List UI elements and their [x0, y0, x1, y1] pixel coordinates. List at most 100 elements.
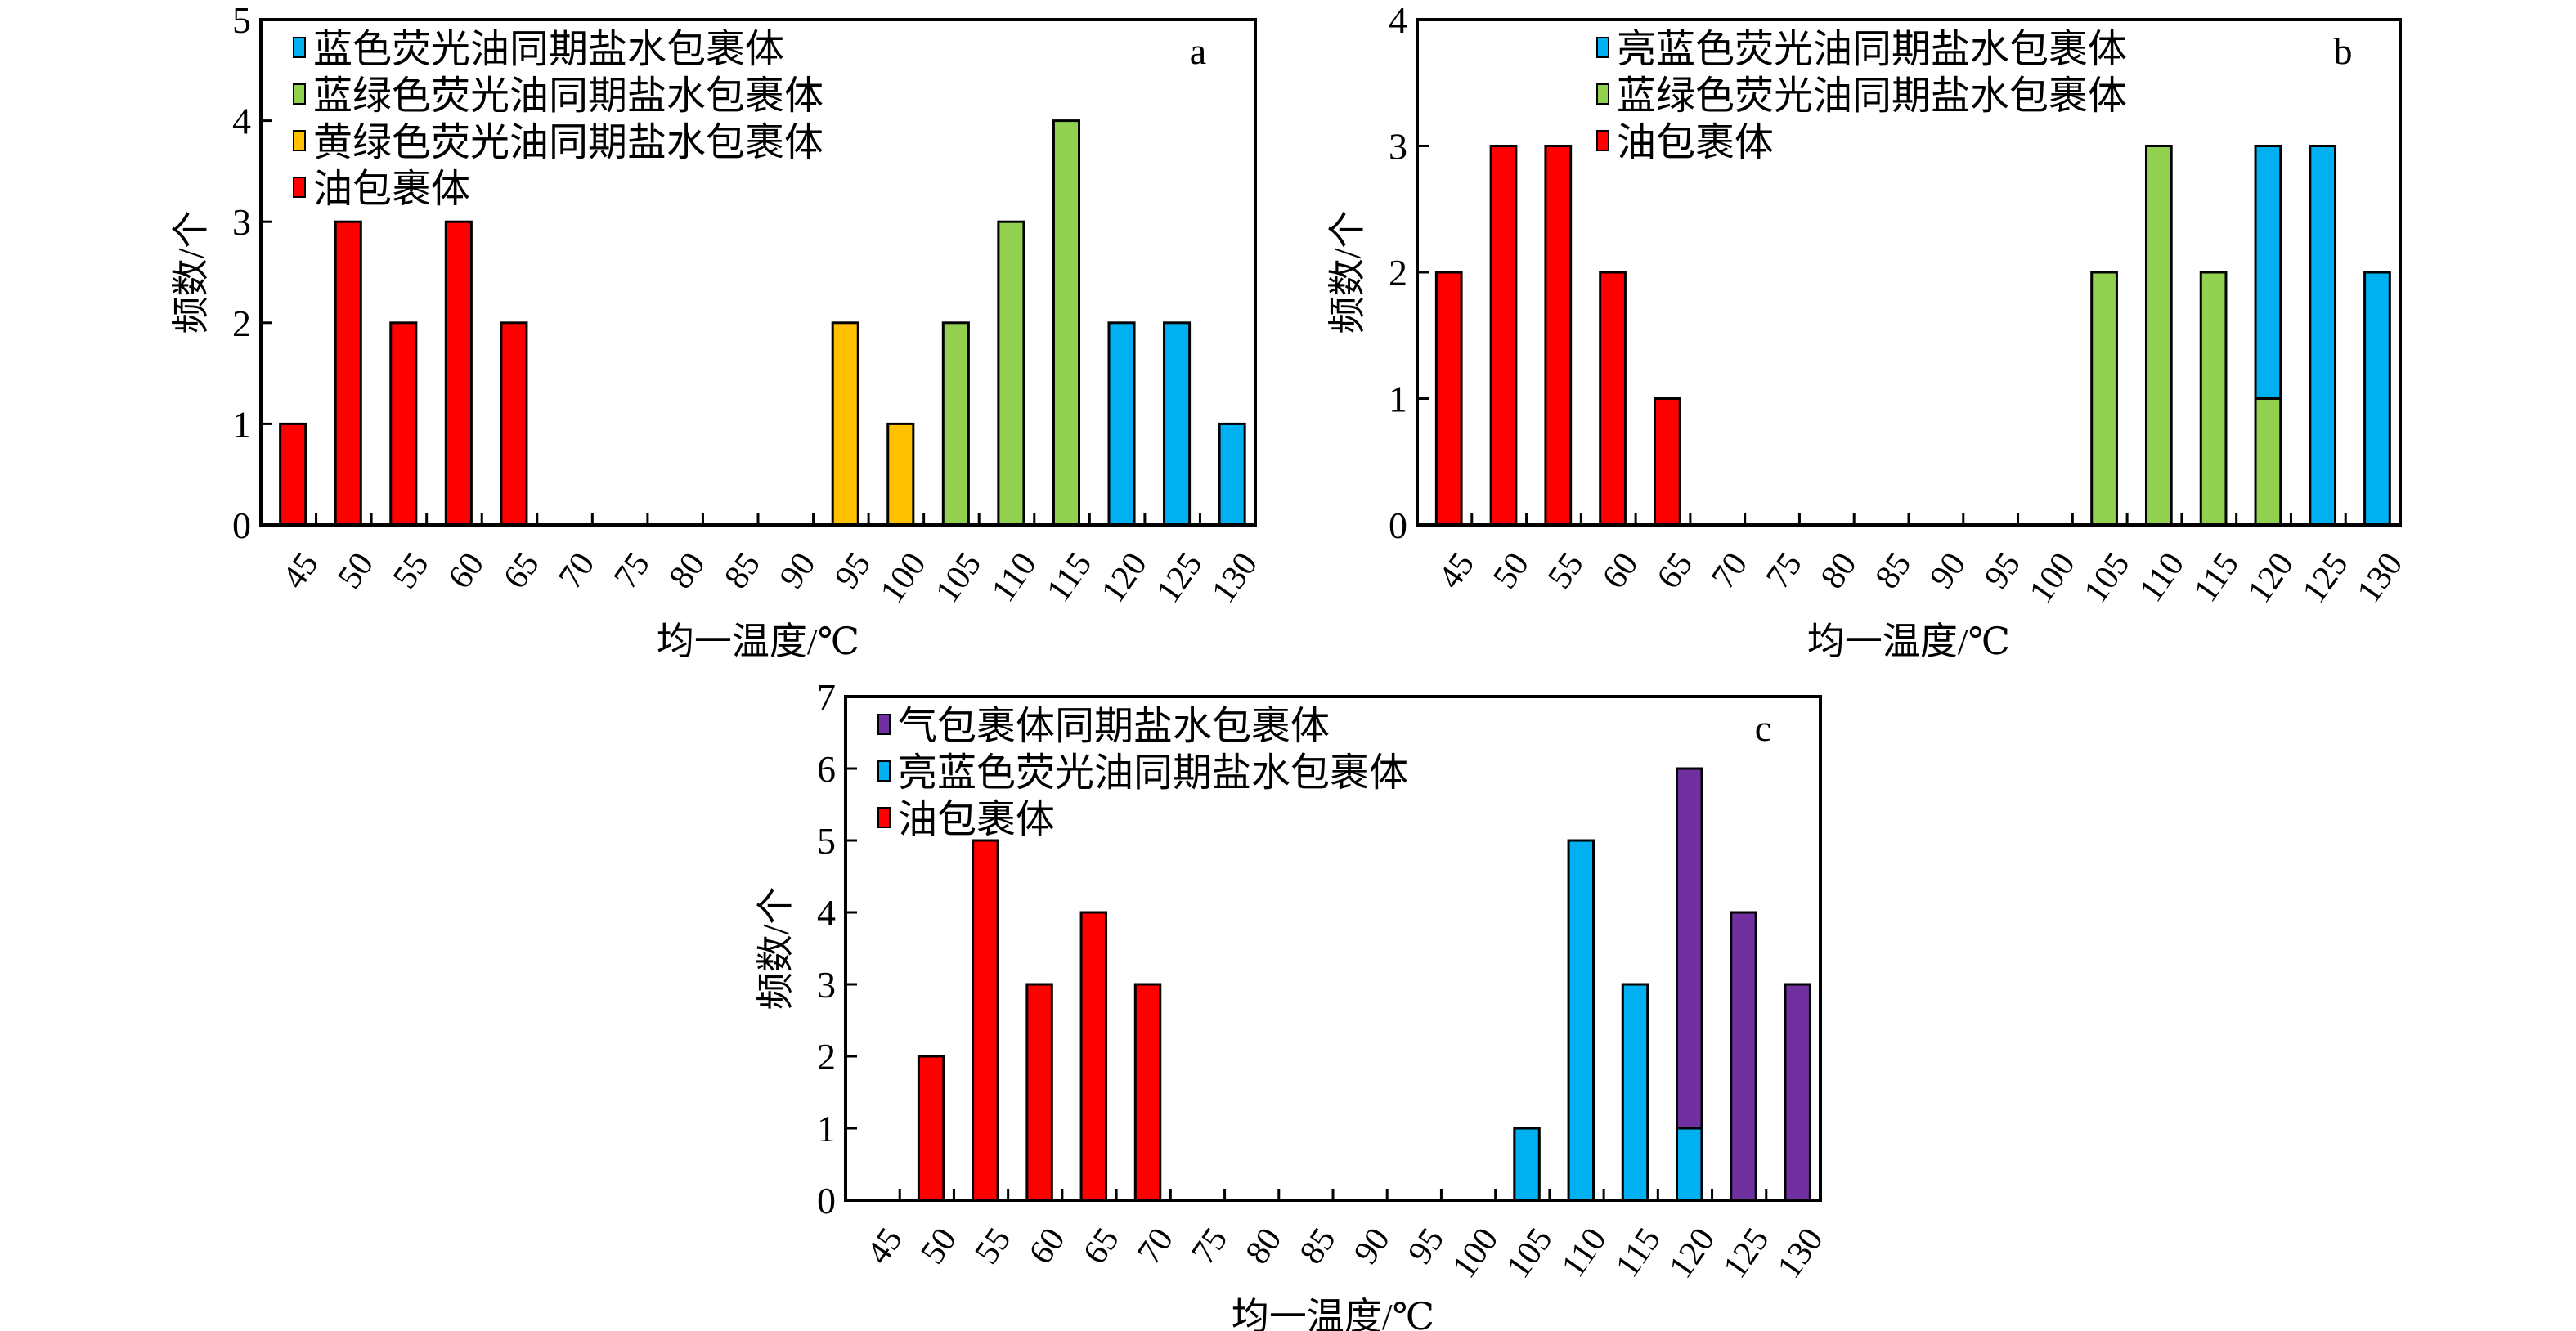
bar-a-65-3: [500, 321, 528, 527]
x-tick-label: 85: [717, 546, 768, 596]
bar-b-55-2: [1544, 145, 1573, 527]
x-tick-label: 125: [2296, 546, 2356, 610]
legend-label: 蓝色荧光油同期盐水包裹体: [313, 28, 784, 71]
x-tick-label: 75: [1184, 1221, 1235, 1271]
y-axis-label: 频数/个: [1326, 211, 1368, 334]
x-tick-label: 80: [662, 546, 713, 596]
bar-b-120-1: [2254, 397, 2282, 527]
y-tick-label: 2: [817, 1036, 836, 1078]
y-tick-label: 0: [232, 504, 251, 546]
bar-b-105-1: [2090, 271, 2118, 527]
x-axis-label: 均一温度/℃: [657, 621, 859, 662]
panel-letter: b: [2334, 30, 2353, 72]
bar-c-60-2: [1025, 983, 1053, 1202]
x-tick-label: 85: [1293, 1221, 1344, 1271]
y-tick-label: 3: [232, 201, 251, 243]
x-tick-label: 105: [1500, 1221, 1560, 1285]
x-tick-label: 120: [1662, 1221, 1722, 1285]
y-tick-label: 3: [817, 964, 836, 1006]
x-tick-label: 95: [1401, 1221, 1452, 1271]
y-tick-label: 0: [1389, 504, 1407, 546]
x-tick-label: 125: [1150, 546, 1210, 610]
x-tick-label: 90: [1923, 546, 1973, 596]
y-tick-label: 0: [817, 1180, 836, 1221]
bar-c-110-1: [1567, 839, 1595, 1202]
bar-a-115-1: [1052, 119, 1080, 527]
x-tick-label: 50: [330, 546, 381, 596]
y-tick-label: 4: [232, 101, 251, 142]
x-tick-label: 90: [773, 546, 824, 596]
x-tick-label: 115: [1609, 1221, 1668, 1284]
legend-swatch: [1596, 130, 1609, 151]
x-tick-label: 45: [1431, 546, 1482, 596]
x-axis-label: 均一温度/℃: [1232, 1296, 1434, 1331]
bar-c-120-0: [1676, 767, 1703, 1130]
bar-a-120-0: [1107, 321, 1136, 527]
x-tick-label: 70: [1704, 546, 1755, 596]
bar-c-50-2: [917, 1055, 945, 1202]
legend-label: 气包裹体同期盐水包裹体: [898, 705, 1330, 748]
x-tick-label: 100: [2022, 546, 2083, 610]
x-tick-label: 90: [1347, 1221, 1398, 1271]
x-tick-label: 95: [828, 546, 878, 596]
y-tick-label: 3: [1389, 126, 1407, 168]
bar-b-125-0: [2309, 145, 2337, 527]
panel-letter: c: [1755, 707, 1771, 749]
bar-c-115-1: [1621, 983, 1649, 1202]
y-tick-label: 7: [817, 676, 836, 718]
x-tick-label: 130: [1770, 1221, 1831, 1285]
x-tick-label: 45: [276, 546, 326, 596]
bar-c-125-0: [1730, 911, 1757, 1202]
bar-a-60-3: [444, 220, 473, 527]
bar-a-105-1: [941, 321, 970, 527]
x-tick-label: 85: [1869, 546, 1919, 596]
bar-a-130-0: [1218, 422, 1246, 527]
x-tick-label: 75: [607, 546, 657, 596]
y-tick-label: 1: [1389, 379, 1407, 420]
panel-letter: a: [1190, 30, 1206, 72]
x-tick-label: 60: [1595, 546, 1646, 596]
x-tick-label: 130: [2350, 546, 2411, 610]
x-tick-label: 75: [1759, 546, 1810, 596]
legend-label: 亮蓝色荧光油同期盐水包裹体: [1617, 28, 2127, 71]
bar-c-130-0: [1784, 983, 1811, 1202]
legend-swatch: [877, 760, 891, 782]
bar-b-110-1: [2144, 145, 2173, 527]
x-tick-label: 110: [985, 546, 1044, 609]
legend-swatch: [877, 807, 891, 828]
bar-a-50-3: [334, 220, 362, 527]
y-tick-label: 2: [1389, 252, 1407, 294]
legend-label: 蓝绿色荧光油同期盐水包裹体: [313, 74, 824, 118]
legend-label: 油包裹体: [1617, 121, 1774, 164]
y-tick-label: 4: [1389, 0, 1407, 41]
x-tick-label: 110: [1555, 1221, 1614, 1284]
legend-label: 黄绿色荧光油同期盐水包裹体: [313, 121, 824, 164]
y-tick-label: 5: [817, 820, 836, 862]
x-tick-label: 115: [2187, 546, 2246, 609]
x-tick-label: 55: [386, 546, 437, 596]
x-tick-label: 65: [1650, 546, 1701, 596]
y-tick-label: 4: [817, 892, 836, 934]
x-tick-label: 115: [1039, 546, 1099, 609]
x-tick-label: 70: [1130, 1221, 1181, 1271]
legend-label: 亮蓝色荧光油同期盐水包裹体: [898, 751, 1408, 795]
x-tick-label: 100: [873, 546, 934, 610]
x-tick-label: 65: [496, 546, 547, 596]
legend-swatch: [877, 714, 891, 735]
x-tick-label: 65: [1076, 1221, 1127, 1271]
y-axis-label: 频数/个: [755, 887, 797, 1011]
legend-swatch: [293, 37, 306, 58]
bar-b-130-0: [2363, 271, 2391, 527]
bar-b-60-2: [1599, 271, 1627, 527]
x-tick-label: 120: [1094, 546, 1155, 610]
x-tick-label: 80: [1239, 1221, 1290, 1271]
x-tick-label: 125: [1717, 1221, 1777, 1285]
legend-swatch: [293, 177, 306, 198]
bar-a-110-1: [997, 220, 1025, 527]
legend-label: 蓝绿色荧光油同期盐水包裹体: [1617, 74, 2127, 118]
y-axis-label: 频数/个: [170, 211, 212, 334]
bar-a-95-2: [831, 321, 859, 527]
